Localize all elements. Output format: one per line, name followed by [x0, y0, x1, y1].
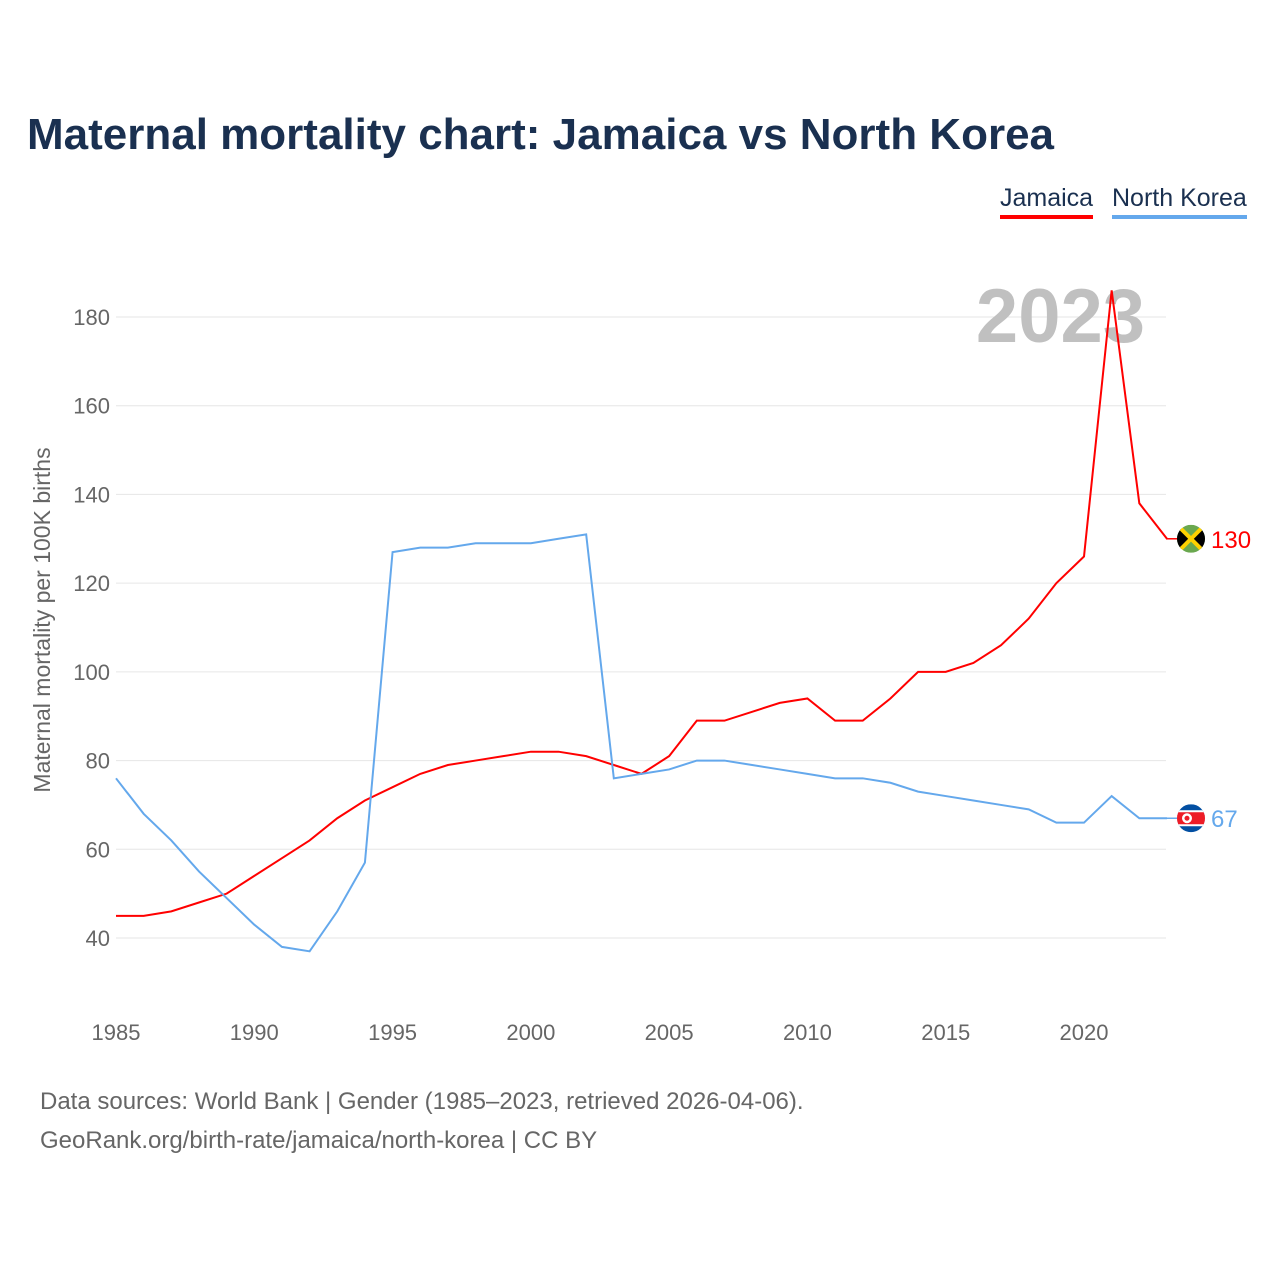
y-tick-label: 120	[73, 571, 110, 596]
x-tick-label: 1985	[92, 1020, 141, 1045]
y-tick-label: 80	[86, 749, 110, 774]
y-tick-label: 40	[86, 926, 110, 951]
end-value-label: 130	[1211, 527, 1251, 554]
x-tick-label: 2005	[645, 1020, 694, 1045]
source-note: Data sources: World Bank | Gender (1985–…	[40, 1088, 804, 1115]
x-tick-label: 2000	[506, 1020, 555, 1045]
y-tick-label: 60	[86, 837, 110, 862]
series-line-jamaica	[116, 290, 1168, 917]
x-tick-label: 2015	[921, 1020, 970, 1045]
north-korea-flag-icon	[1177, 804, 1205, 833]
jamaica-flag-icon	[1177, 524, 1205, 553]
y-tick-label: 140	[73, 482, 110, 507]
legend-north-korea[interactable]: North Korea	[1112, 184, 1247, 219]
y-tick-label: 100	[73, 660, 110, 685]
y-axis-label: Maternal mortality per 100K births	[29, 447, 55, 792]
year-watermark: 2023	[976, 274, 1145, 359]
end-value-label: 67	[1211, 806, 1238, 833]
y-tick-label: 160	[73, 394, 110, 419]
x-tick-label: 1995	[368, 1020, 417, 1045]
source-url[interactable]: GeoRank.org/birth-rate/jamaica/north-kor…	[40, 1127, 598, 1154]
x-tick-label: 1990	[230, 1020, 279, 1045]
chart-title: Maternal mortality chart: Jamaica vs Nor…	[27, 110, 1055, 159]
series-line-north-korea	[115, 533, 1167, 953]
y-tick-label: 180	[73, 305, 110, 330]
x-tick-label: 2020	[1060, 1020, 1109, 1045]
legend-jamaica[interactable]: Jamaica	[1000, 184, 1094, 219]
x-tick-label: 2010	[783, 1020, 832, 1045]
